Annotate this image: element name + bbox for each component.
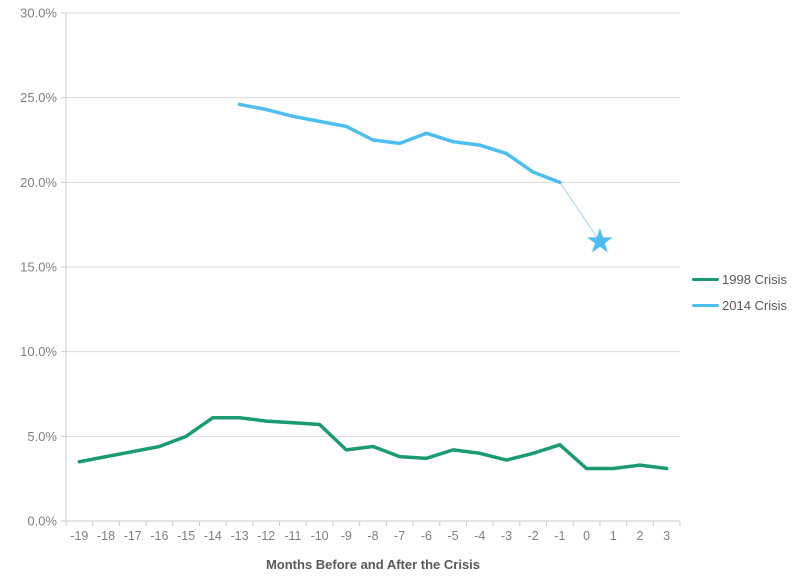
x-axis-label: -13 [230, 529, 248, 543]
x-axis-label: -16 [150, 529, 168, 543]
x-axis-label: -4 [474, 529, 485, 543]
x-axis-label: 3 [663, 529, 670, 543]
star-marker [587, 228, 613, 253]
x-axis-label: 0 [583, 529, 590, 543]
y-axis-label: 0.0% [27, 514, 57, 529]
connector-line-2014-to-star [559, 181, 601, 242]
x-axis-label: -11 [284, 529, 301, 543]
y-axis-label: 5.0% [27, 429, 57, 444]
x-axis-label: 1 [610, 529, 617, 543]
x-axis-title: Months Before and After the Crisis [265, 557, 481, 572]
x-axis-label: -2 [528, 529, 539, 543]
x-axis-label: -9 [341, 529, 352, 543]
x-axis-label: -7 [394, 529, 405, 543]
legend: 1998 Crisis 2014 Crisis [692, 272, 787, 313]
x-axis-label: -15 [177, 529, 195, 543]
legend-item-1998-crisis: 1998 Crisis [692, 272, 787, 287]
y-axis-label: 30.0% [20, 6, 57, 21]
x-axis-label: -14 [204, 529, 222, 543]
y-axis-label: 10.0% [20, 344, 57, 359]
legend-swatch-1998-crisis [692, 278, 719, 281]
x-axis-label: -6 [421, 529, 432, 543]
x-axis-label: -18 [97, 529, 115, 543]
x-axis-label: 2 [636, 529, 643, 543]
x-axis-label: -17 [124, 529, 142, 543]
legend-item-2014-crisis: 2014 Crisis [692, 298, 787, 313]
x-axis-label: -1 [554, 529, 565, 543]
y-axis-label: 25.0% [20, 90, 57, 105]
x-axis-label: -8 [367, 529, 378, 543]
x-axis-label: -10 [311, 529, 329, 543]
legend-label-2014-crisis: 2014 Crisis [722, 298, 788, 313]
y-axis-label: 20.0% [20, 175, 57, 190]
series-line-2014-crisis [237, 102, 562, 185]
series-line-1998-crisis [77, 415, 669, 471]
y-axis-label: 15.0% [20, 260, 57, 275]
x-axis-label: -12 [257, 529, 275, 543]
x-axis-label: -5 [448, 529, 459, 543]
x-axis-label: -19 [70, 529, 88, 543]
x-axis-label: -3 [501, 529, 512, 543]
legend-swatch-2014-crisis [692, 304, 719, 307]
legend-label-1998-crisis: 1998 Crisis [722, 272, 788, 287]
